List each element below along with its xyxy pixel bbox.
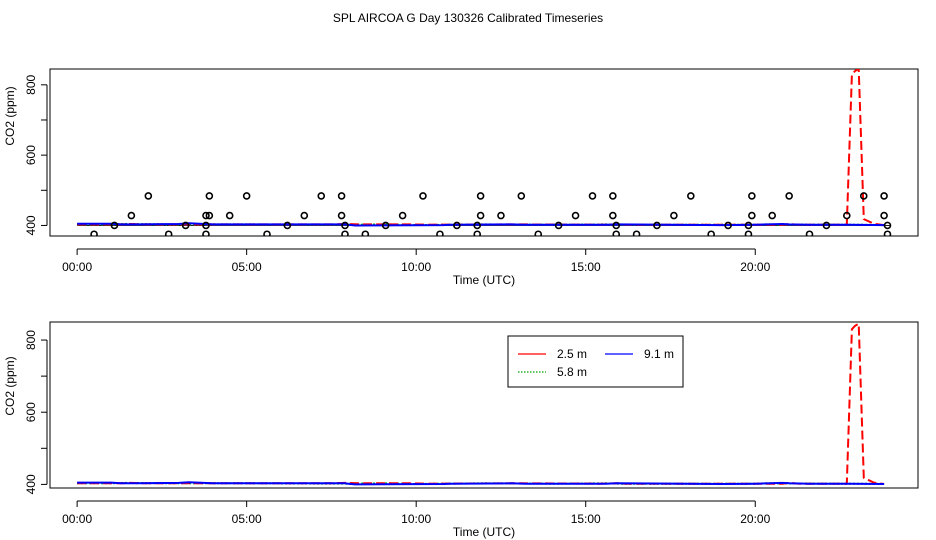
data-point — [205, 192, 214, 200]
data-point — [805, 230, 814, 236]
data-point — [612, 230, 621, 236]
data-point — [609, 211, 617, 220]
data-point — [785, 192, 793, 200]
x-tick-label: 20:00 — [740, 512, 770, 526]
data-point — [476, 211, 485, 220]
data-point — [263, 230, 271, 236]
data-point — [653, 221, 661, 230]
x-axis-label: Time (UTC) — [453, 525, 515, 539]
data-point — [670, 211, 678, 220]
y-tick-label: 400 — [24, 215, 38, 235]
series-line-2-5-m — [77, 322, 885, 485]
data-point — [283, 221, 292, 230]
y-axis-label: CO2 (ppm) — [3, 356, 17, 415]
data-point — [748, 211, 756, 220]
data-point — [361, 230, 370, 236]
data-point — [883, 221, 892, 230]
data-point — [724, 221, 732, 230]
data-point — [588, 192, 597, 200]
data-point — [341, 221, 349, 230]
data-point — [381, 221, 390, 230]
data-point — [744, 221, 753, 230]
data-point — [202, 211, 210, 220]
y-tick-label: 800 — [24, 330, 38, 350]
x-axis-label: Time (UTC) — [453, 273, 515, 287]
data-point — [110, 221, 119, 230]
bottom-panel: 00:00 05:00 10:00 15:00 20:00 Time (UTC) 400 60… — [3, 321, 919, 539]
figure-title: SPL AIRCOA G Day 130326 Calibrated Times… — [333, 11, 603, 25]
data-point — [822, 221, 831, 230]
plot-area — [77, 69, 892, 236]
data-point — [242, 192, 251, 200]
legend: 2.5 m 9.1 m 5.8 m — [507, 335, 684, 388]
x-tick-label: 15:00 — [571, 260, 601, 274]
data-point — [317, 192, 326, 200]
data-point — [337, 192, 346, 200]
data-point — [341, 230, 349, 236]
legend-label: 5.8 m — [557, 365, 587, 379]
legend-label: 2.5 m — [557, 347, 587, 361]
data-point — [880, 211, 888, 220]
data-point — [609, 192, 617, 200]
data-point — [534, 230, 543, 236]
data-point — [517, 192, 526, 200]
data-point — [398, 211, 407, 220]
data-point — [202, 230, 210, 236]
x-tick-label: 10:00 — [401, 260, 431, 274]
data-point — [90, 230, 98, 236]
data-point — [632, 230, 641, 236]
data-point — [744, 230, 753, 236]
data-point — [225, 211, 234, 220]
top-panel: 00:00 05:00 10:00 15:00 20:00 Time (UTC) 400 60… — [3, 68, 919, 287]
x-tick-label: 05:00 — [232, 512, 262, 526]
x-tick-label: 15:00 — [571, 512, 601, 526]
x-tick-label: 00:00 — [62, 512, 92, 526]
legend-box — [507, 335, 684, 388]
plot-frame — [49, 321, 919, 489]
data-point — [476, 192, 485, 200]
data-point — [612, 221, 621, 230]
data-point — [768, 211, 777, 220]
data-point — [473, 230, 482, 236]
plot-frame — [49, 68, 919, 237]
data-point — [883, 230, 892, 236]
data-point — [453, 221, 461, 230]
series-line-2-5-m — [77, 69, 885, 227]
data-point — [554, 221, 563, 230]
data-point — [127, 211, 136, 220]
y-tick-label: 800 — [24, 74, 38, 94]
y-axis-label: CO2 (ppm) — [3, 86, 17, 145]
x-tick-label: 20:00 — [740, 260, 770, 274]
series-line-9-1-m — [77, 222, 885, 227]
data-point — [205, 211, 214, 220]
data-point — [181, 221, 190, 230]
y-tick-label: 600 — [24, 145, 38, 165]
data-point — [473, 221, 482, 230]
data-point — [859, 192, 868, 200]
data-point — [880, 192, 888, 200]
data-point — [202, 221, 210, 230]
data-point — [144, 192, 153, 200]
data-point — [571, 211, 580, 220]
x-tick-label: 00:00 — [62, 260, 92, 274]
data-point — [164, 230, 173, 236]
x-tick-label: 10:00 — [401, 512, 431, 526]
data-point — [748, 192, 756, 200]
legend-label: 9.1 m — [644, 347, 674, 361]
data-point — [497, 211, 505, 220]
plot-area — [77, 322, 885, 486]
data-point — [436, 230, 444, 236]
x-tick-label: 05:00 — [232, 260, 262, 274]
data-point — [707, 230, 715, 236]
data-point — [687, 192, 695, 200]
y-tick-label: 600 — [24, 402, 38, 422]
y-tick-label: 400 — [24, 474, 38, 494]
series-line-9-1-m — [77, 481, 885, 486]
data-point — [419, 192, 427, 200]
data-point — [300, 211, 309, 220]
data-point — [337, 211, 346, 220]
data-point — [842, 211, 851, 220]
